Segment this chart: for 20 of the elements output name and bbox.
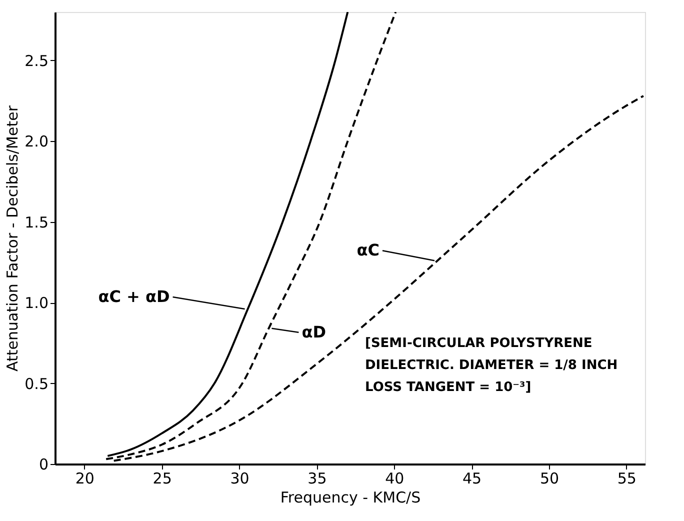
y-tick-label: 0.5 [24,374,48,393]
y-tick-label: 2.5 [24,52,48,70]
y-tick-label: 1.5 [24,213,48,232]
x-tick-label: 30 [230,470,250,488]
x-tick-label: 20 [75,470,94,488]
y-tick-label: 1.0 [24,294,48,312]
x-tick-label: 45 [462,470,482,488]
annotation: αC [356,240,380,260]
x-axis-title: Frequency - KMC/S [280,488,421,506]
x-tick-label: 55 [617,470,636,488]
y-axis-title: Attenuation Factor - Decibels/Meter [4,104,22,372]
x-tick-label: 40 [385,470,404,488]
y-tick-label: 2.0 [24,132,48,151]
annotation: αC + αD [98,287,170,306]
x-tick-label: 35 [308,470,327,488]
annotation: αD [302,322,326,342]
y-tick-label: 0 [38,456,48,474]
annotation: [SEMI-CIRCULAR POLYSTYRENE DIELECTRIC. DIAMETER = 1/8 INCH LOSS TANGENT = 10⁻³] [365,336,618,395]
x-tick-label: 25 [152,470,172,488]
x-tick-label: 50 [540,470,560,488]
